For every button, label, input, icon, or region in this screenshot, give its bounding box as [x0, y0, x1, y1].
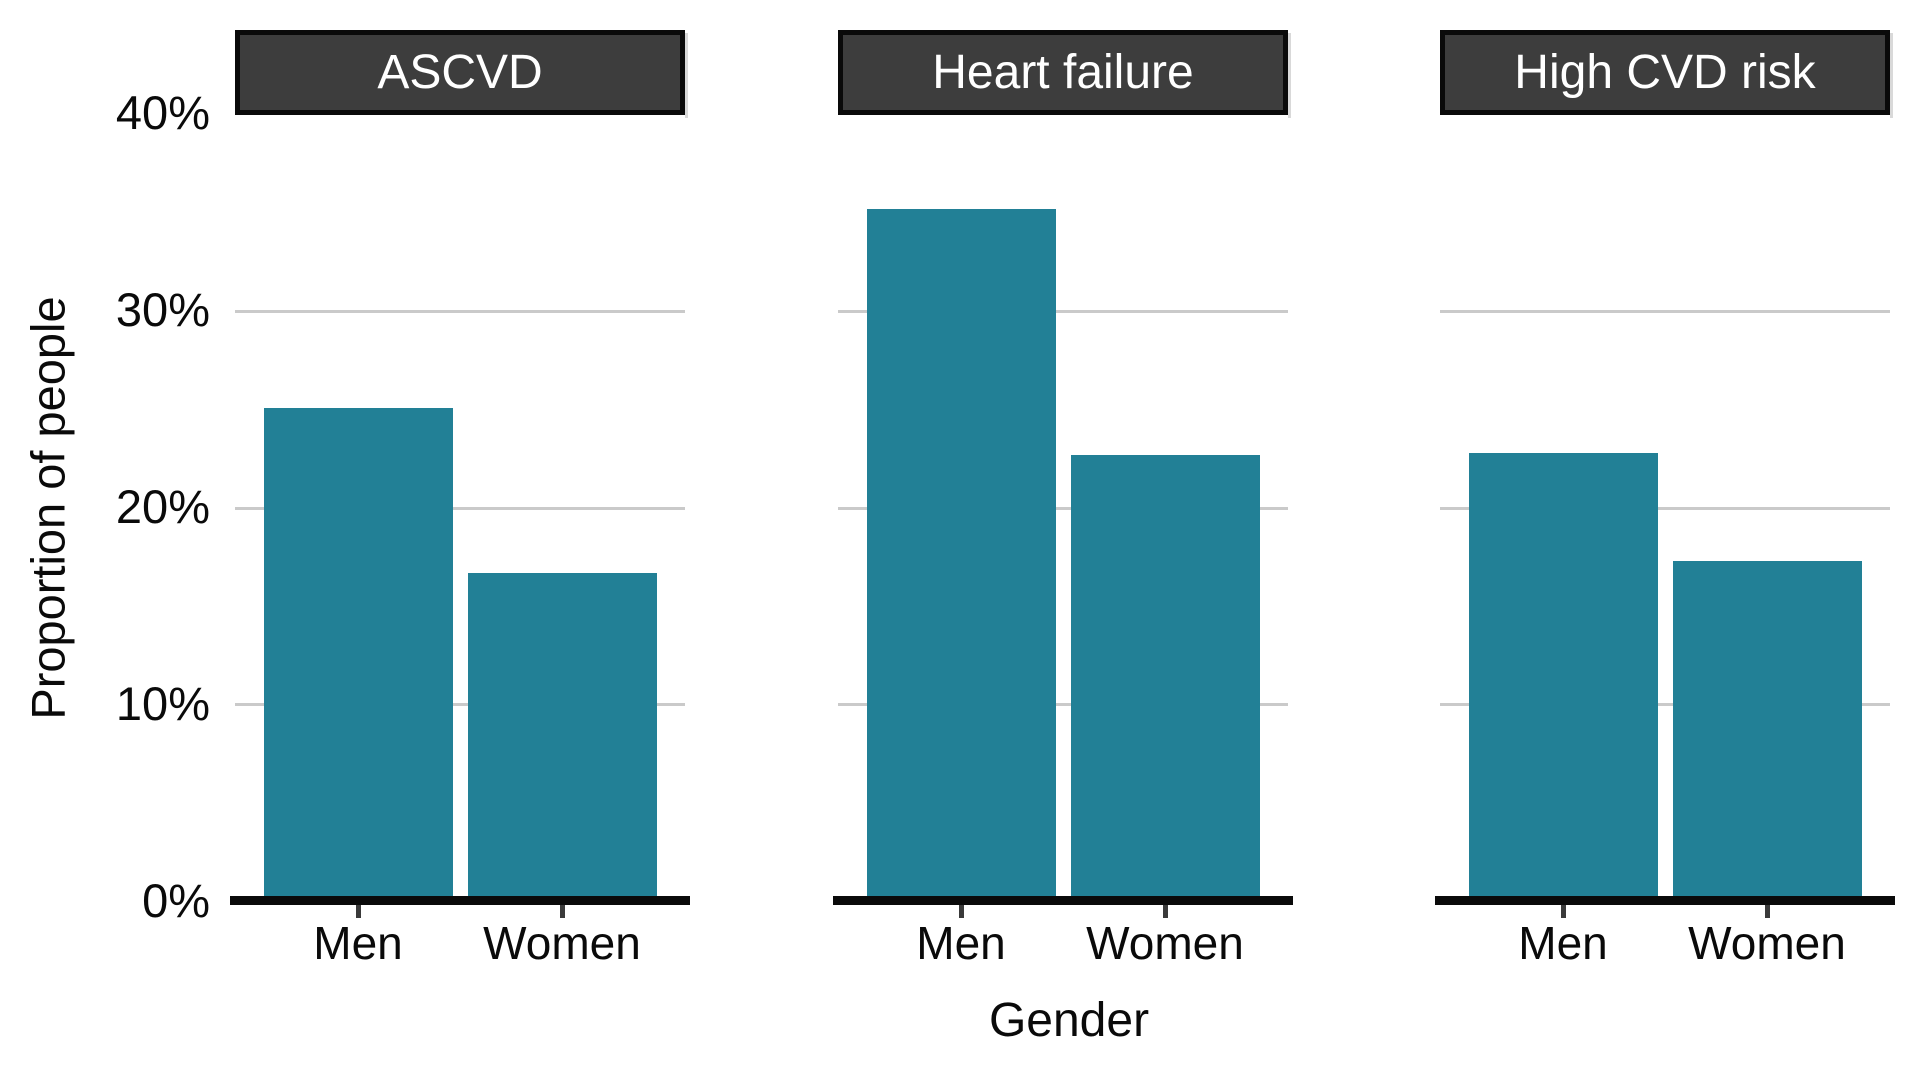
y-tick-label-30: 30% [115, 283, 210, 336]
gridline-10-percent [1440, 703, 1890, 706]
x-category-label-men: Men [1518, 917, 1608, 969]
x-axis-tick [355, 905, 361, 918]
facet-strip-label: ASCVD [377, 46, 543, 99]
bar-men [866, 209, 1056, 901]
facet-panel-high-cvd-risk: High CVD risk Men Women [1435, 30, 1895, 980]
facet-strip-label: Heart failure [932, 46, 1194, 99]
y-tick-label-40: 40% [115, 86, 210, 139]
x-category-label-men: Men [916, 917, 1006, 969]
gridline-20-percent [838, 506, 1288, 510]
facet-strip: Heart failure [838, 30, 1288, 115]
x-axis-tick [559, 905, 565, 918]
x-axis-line [833, 896, 1293, 905]
x-axis-tick [1162, 905, 1168, 918]
bar-men [263, 407, 453, 901]
facet-strip: High CVD risk [1440, 30, 1890, 115]
gridline-10-percent [838, 703, 1288, 706]
gridline-20-percent [235, 506, 685, 510]
y-tick-label-0: 0% [142, 874, 210, 927]
y-tick-label-10: 10% [115, 677, 210, 730]
x-axis-title: Gender [988, 994, 1150, 1047]
gridline-30-percent [1440, 310, 1890, 313]
x-axis-tick [1764, 905, 1770, 918]
facet-strip-label: High CVD risk [1514, 46, 1816, 99]
facet-panel-ascvd: ASCVD Men Women [230, 30, 690, 980]
bar-women [1672, 561, 1862, 901]
x-category-label-women: Women [1688, 917, 1846, 969]
gridline-30-percent [838, 310, 1288, 313]
plot-area [1440, 115, 1890, 901]
gridline-20-percent [1440, 506, 1890, 510]
gridline-30-percent [235, 310, 685, 313]
x-axis-tick [958, 905, 964, 918]
bar-women [467, 572, 657, 901]
bar-men [1468, 452, 1658, 901]
x-axis-line [1435, 896, 1895, 905]
plot-area [838, 115, 1288, 901]
bar-women [1070, 454, 1260, 901]
x-category-label-women: Women [1086, 917, 1244, 969]
x-category-label-men: Men [313, 917, 403, 969]
x-category-label-women: Women [483, 917, 641, 969]
facet-panel-heart-failure: Heart failure Men Women [833, 30, 1293, 980]
x-axis-tick [1560, 905, 1566, 918]
y-tick-label-20: 20% [115, 480, 210, 533]
gridline-10-percent [235, 703, 685, 706]
x-axis-line [230, 896, 690, 905]
plot-area [235, 115, 685, 901]
facet-strip: ASCVD [235, 30, 685, 115]
